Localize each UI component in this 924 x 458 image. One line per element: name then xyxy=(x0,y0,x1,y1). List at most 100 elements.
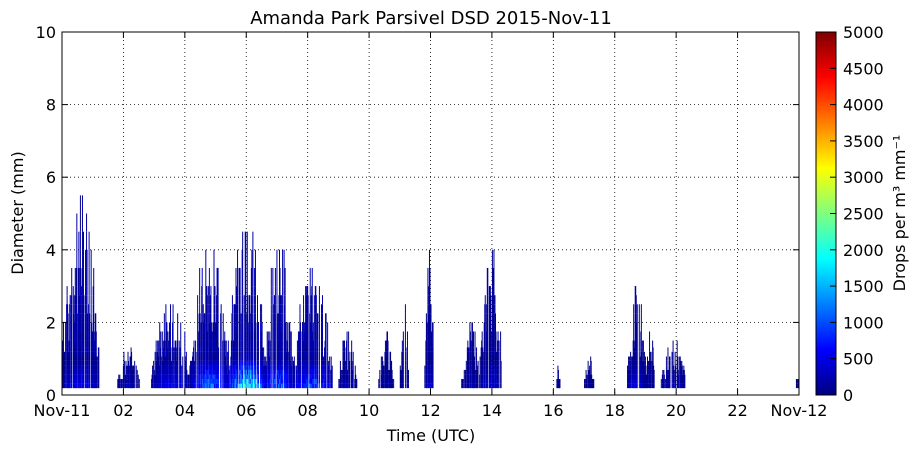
heatmap-cell xyxy=(247,347,248,351)
heatmap-cell xyxy=(98,384,99,388)
heatmap-cell xyxy=(268,347,269,351)
heatmap-cell xyxy=(282,295,283,304)
heatmap-cell xyxy=(405,304,406,313)
heatmap-cell xyxy=(405,341,406,348)
heatmap-cell xyxy=(433,352,434,357)
heatmap-cell xyxy=(96,347,97,351)
heatmap-cell xyxy=(179,379,180,384)
heatmap-cell xyxy=(70,357,71,361)
heatmap-cell xyxy=(247,361,248,366)
heatmap-cell xyxy=(385,352,386,357)
heatmap-cell xyxy=(75,286,76,295)
heatmap-cell xyxy=(258,357,259,361)
heatmap-cell xyxy=(64,366,65,370)
heatmap-cell xyxy=(407,384,408,388)
heatmap-cell xyxy=(165,304,166,313)
heatmap-cell xyxy=(202,304,203,313)
heatmap-cell xyxy=(180,366,181,370)
heatmap-cell xyxy=(244,366,245,370)
heatmap-cell xyxy=(433,379,434,384)
heatmap-cell xyxy=(429,286,430,295)
heatmap-cell xyxy=(292,357,293,361)
heatmap-cell xyxy=(170,313,171,322)
heatmap-cell xyxy=(134,375,135,379)
heatmap-cell xyxy=(272,268,273,286)
heatmap-cell xyxy=(485,366,486,370)
heatmap-cell xyxy=(91,322,92,331)
heatmap-cell xyxy=(202,375,203,379)
heatmap-cell xyxy=(405,366,406,370)
heatmap-cell xyxy=(200,341,201,348)
heatmap-cell xyxy=(125,379,126,384)
heatmap-cell xyxy=(242,331,243,340)
heatmap-cell xyxy=(184,331,185,340)
heatmap-cell xyxy=(297,352,298,357)
heatmap-cell xyxy=(329,366,330,370)
heatmap-cell xyxy=(281,331,282,340)
heatmap-cell xyxy=(255,357,256,361)
heatmap-cell xyxy=(197,347,198,351)
heatmap-cell xyxy=(85,250,86,268)
heatmap-cell xyxy=(181,384,182,388)
heatmap-cell xyxy=(255,295,256,304)
heatmap-cell xyxy=(314,347,315,351)
heatmap-cell xyxy=(353,366,354,370)
heatmap-cell xyxy=(181,375,182,379)
heatmap-cell xyxy=(251,295,252,304)
heatmap-cell xyxy=(405,322,406,331)
heatmap-cell xyxy=(204,341,205,348)
heatmap-cell xyxy=(476,357,477,361)
heatmap-cell xyxy=(87,379,88,384)
heatmap-cell xyxy=(429,322,430,331)
heatmap-cell xyxy=(164,322,165,331)
heatmap-cell xyxy=(297,375,298,379)
heatmap-cell xyxy=(218,313,219,322)
heatmap-cell xyxy=(173,352,174,357)
heatmap-cell xyxy=(179,352,180,357)
heatmap-cell xyxy=(246,322,247,331)
heatmap-cell xyxy=(196,352,197,357)
heatmap-cell xyxy=(282,341,283,348)
heatmap-cell xyxy=(218,286,219,295)
heatmap-cell xyxy=(89,375,90,379)
heatmap-cell xyxy=(65,384,66,388)
heatmap-cell xyxy=(487,352,488,357)
heatmap-cell xyxy=(156,352,157,357)
heatmap-cell xyxy=(287,347,288,351)
heatmap-cell xyxy=(197,384,198,388)
heatmap-cell xyxy=(273,370,274,375)
heatmap-cell xyxy=(91,295,92,304)
heatmap-cell xyxy=(286,331,287,340)
heatmap-cell xyxy=(341,384,342,388)
heatmap-cell xyxy=(73,286,74,295)
heatmap-cell xyxy=(87,384,88,388)
heatmap-cell xyxy=(202,347,203,351)
heatmap-cell xyxy=(281,295,282,304)
heatmap-cell xyxy=(392,370,393,375)
heatmap-cell xyxy=(87,347,88,351)
heatmap-cell xyxy=(171,375,172,379)
heatmap-cell xyxy=(381,370,382,375)
heatmap-cell xyxy=(156,357,157,361)
heatmap-cell xyxy=(89,361,90,366)
heatmap-cell xyxy=(76,286,77,295)
heatmap-cell xyxy=(288,361,289,366)
heatmap-cell xyxy=(317,331,318,340)
heatmap-cell xyxy=(234,322,235,331)
heatmap-cell xyxy=(96,384,97,388)
heatmap-cell xyxy=(312,268,313,286)
heatmap-cell xyxy=(204,370,205,375)
heatmap-cell xyxy=(204,357,205,361)
heatmap-cell xyxy=(177,331,178,340)
heatmap-cell xyxy=(200,384,201,388)
heatmap-cell xyxy=(252,379,253,384)
heatmap-cell xyxy=(83,250,84,268)
heatmap-cell xyxy=(234,366,235,370)
heatmap-cell xyxy=(241,331,242,340)
heatmap-cell xyxy=(281,322,282,331)
heatmap-cell xyxy=(254,295,255,304)
heatmap-cell xyxy=(276,295,277,304)
heatmap-cell xyxy=(282,375,283,379)
heatmap-cell xyxy=(241,341,242,348)
heatmap-cell xyxy=(424,379,425,384)
